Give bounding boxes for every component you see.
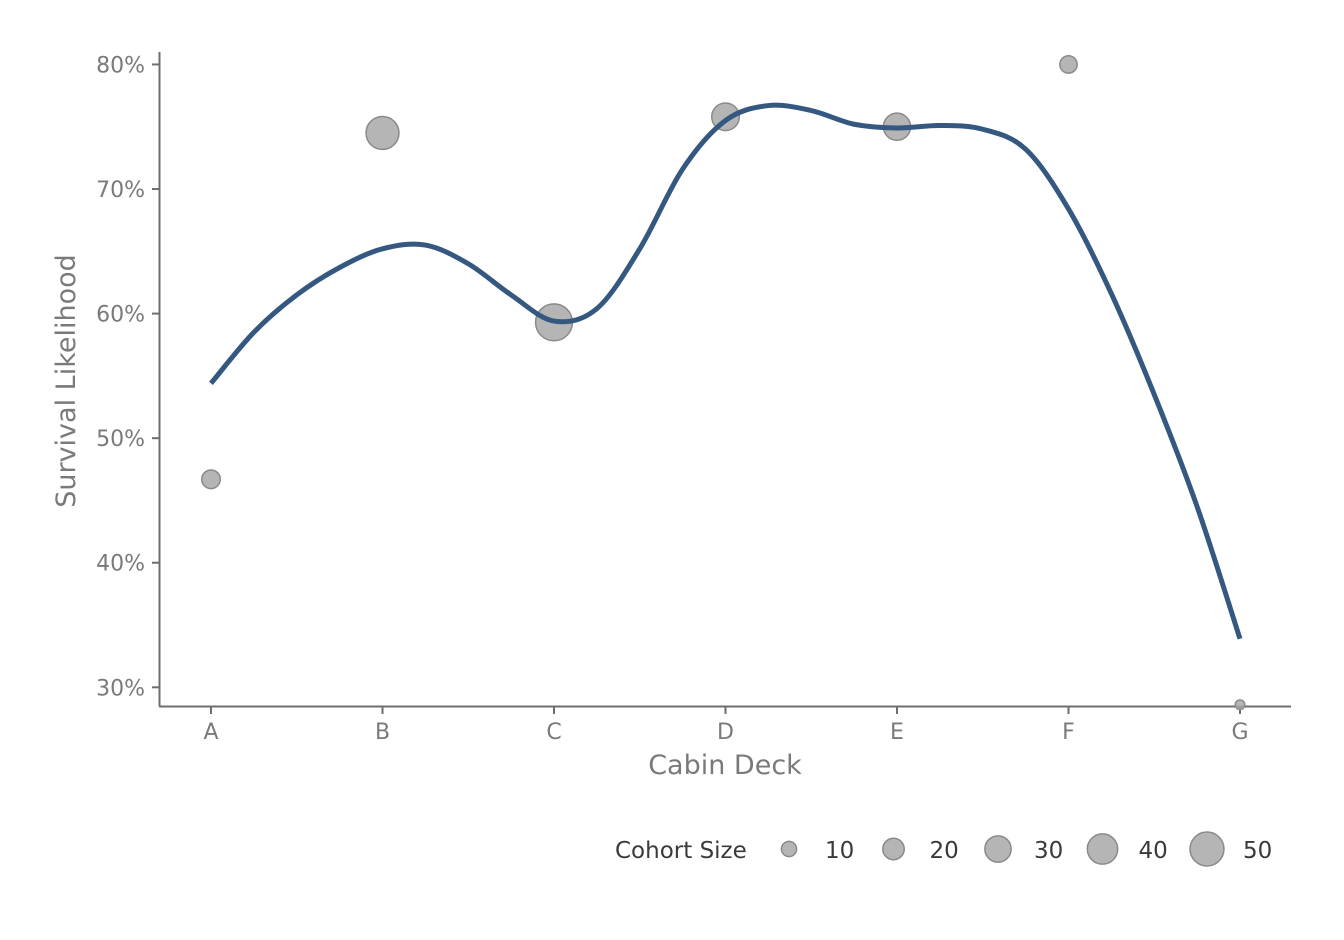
- y-tick-label: 70%: [96, 178, 145, 203]
- y-tick-label: 30%: [96, 676, 145, 701]
- trend-line: [209, 102, 1243, 640]
- legend-size-marker: [1086, 833, 1119, 865]
- legend-size-label: 20: [930, 838, 959, 864]
- x-tick-label: E: [890, 720, 904, 745]
- data-point-F: [1059, 55, 1078, 74]
- y-tick-label: 60%: [96, 303, 145, 328]
- legend-size-label: 50: [1243, 838, 1272, 864]
- x-tick-label: F: [1062, 720, 1075, 745]
- x-tick-label: A: [203, 720, 218, 745]
- y-tick-label: 40%: [96, 552, 145, 577]
- legend-size-marker: [984, 835, 1012, 863]
- legend-size-marker: [780, 840, 798, 858]
- y-axis-title: Survival Likelihood: [51, 254, 82, 508]
- legend-size-marker: [882, 837, 905, 861]
- legend-size-marker: [1189, 831, 1225, 867]
- x-tick-label: C: [546, 720, 561, 745]
- y-tick-label: 80%: [96, 53, 145, 78]
- legend-items: 10 20 30 40 50: [780, 831, 1272, 867]
- data-point-A: [200, 469, 222, 490]
- x-axis-title: Cabin Deck: [648, 750, 802, 781]
- legend-size-label: 30: [1034, 838, 1063, 864]
- x-tick-label: D: [717, 720, 734, 745]
- legend-size-label: 10: [825, 838, 854, 864]
- x-ticks: A B C D E F G: [203, 707, 1249, 745]
- data-point-B: [365, 115, 400, 151]
- data-points: [200, 55, 1246, 711]
- axes: [158, 52, 1291, 708]
- data-point-G: [1234, 699, 1246, 711]
- legend-title: Cohort Size: [615, 838, 747, 864]
- y-tick-label: 50%: [96, 427, 145, 452]
- legend: Cohort Size 10 20 30 40 50: [615, 831, 1272, 867]
- x-tick-label: G: [1231, 720, 1248, 745]
- legend-size-label: 40: [1139, 838, 1168, 864]
- x-tick-label: B: [375, 720, 390, 745]
- y-ticks: 30% 40% 50% 60% 70% 80%: [96, 53, 159, 701]
